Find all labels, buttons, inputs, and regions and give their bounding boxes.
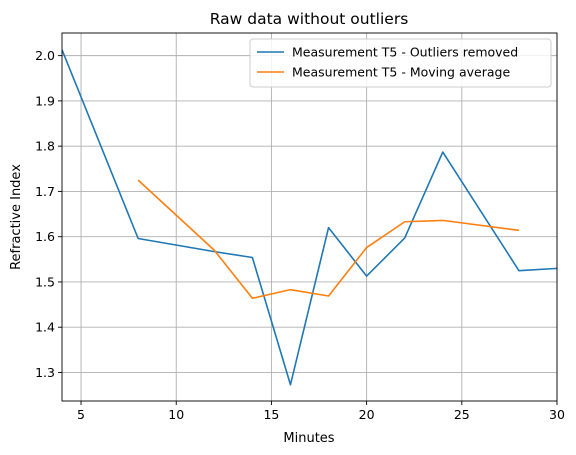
x-axis-label: Minutes	[283, 431, 334, 446]
legend-label: Measurement T5 - Moving average	[292, 65, 510, 80]
legend-label: Measurement T5 - Outliers removed	[292, 45, 518, 60]
y-tick-label: 1.6	[35, 229, 55, 244]
x-tick-label: 5	[77, 407, 85, 422]
y-tick-label: 1.9	[35, 93, 55, 108]
y-tick-label: 1.3	[35, 365, 55, 380]
y-axis-label: Refractive Index	[9, 164, 24, 270]
y-tick-label: 2.0	[35, 48, 55, 63]
y-tick-label: 1.4	[35, 320, 55, 335]
y-tick-label: 1.7	[35, 184, 55, 199]
x-tick-label: 10	[168, 407, 184, 422]
plot-frame	[61, 32, 558, 402]
series-line-2	[137, 179, 520, 300]
series-lines	[62, 49, 557, 386]
chart-title: Raw data without outliers	[210, 10, 409, 28]
y-tick-label: 1.5	[35, 274, 55, 289]
x-tick-label: 20	[359, 407, 375, 422]
legend-box	[249, 38, 552, 88]
x-tick-label: 25	[454, 407, 470, 422]
series-line-1	[62, 49, 557, 386]
y-tick-label: 1.8	[35, 139, 55, 154]
legend: Measurement T5 - Outliers removed Measure…	[249, 38, 552, 88]
x-tick-label: 30	[549, 407, 565, 422]
x-tick-label: 15	[263, 407, 279, 422]
axis-ticks: 5 10 15 20 25 30 1.3 1.4 1.5 1.6 1.7 1.8 1.9 2.0	[35, 48, 565, 422]
